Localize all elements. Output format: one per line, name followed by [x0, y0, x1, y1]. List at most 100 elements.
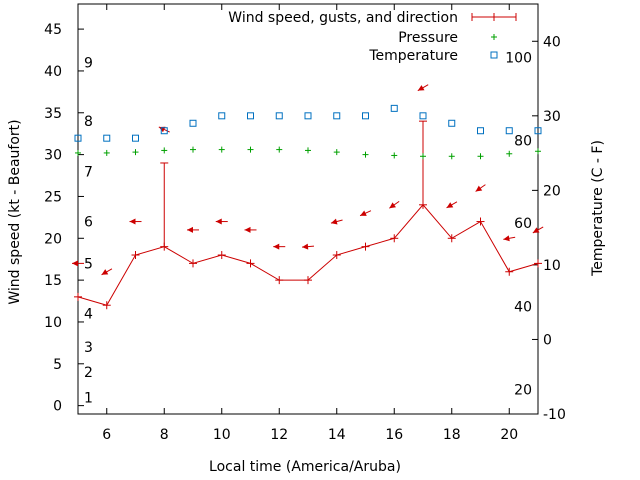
wind-speed-point: [275, 276, 284, 285]
beaufort-label: 1: [84, 390, 93, 406]
fahrenheit-label: 60: [514, 216, 532, 232]
wind-direction-head: [417, 85, 425, 91]
x-tick-label: 14: [328, 427, 346, 443]
y-right-tick-label: 30: [543, 109, 561, 125]
wind-speed-point: [217, 251, 226, 260]
wind-speed-point: [447, 234, 456, 243]
wind-direction-arrow: [475, 184, 486, 192]
pressure-point: [190, 146, 196, 153]
y-right-tick-label: -10: [543, 407, 566, 423]
wind-speed-point: [534, 259, 542, 268]
y-right-tick-label: 20: [543, 183, 561, 199]
x-tick-label: 6: [102, 427, 111, 443]
y-left-tick-label: 30: [44, 148, 62, 164]
pressure-point: [218, 146, 225, 153]
wind-direction-head: [302, 243, 309, 250]
wind-direction-head: [503, 235, 510, 242]
y-left-tick-label: 20: [44, 231, 62, 247]
wind-speed-point: [102, 301, 111, 310]
pressure-point: [506, 150, 513, 157]
pressure-point: [477, 153, 484, 160]
pressure-point: [420, 153, 426, 160]
x-tick-label: 20: [500, 427, 518, 443]
y-left-tick-label: 15: [44, 273, 62, 289]
wind-direction-arrow: [101, 268, 113, 276]
legend-label: Wind speed, gusts, and direction: [228, 10, 458, 26]
pressure-point: [103, 149, 110, 156]
fahrenheit-label: 20: [514, 382, 532, 398]
plot-frame: [77, 3, 539, 415]
pressure-point: [132, 149, 139, 156]
temperature-point: [333, 112, 341, 120]
temperature-point: [505, 127, 513, 135]
wind-direction-arrow: [532, 226, 544, 234]
wind-direction-arrow: [503, 235, 516, 242]
beaufort-label: 9: [84, 56, 93, 72]
fahrenheit-label: 40: [514, 300, 532, 316]
wind-direction-head: [532, 227, 540, 233]
wind-speed-point: [361, 242, 370, 251]
wind-direction-head: [389, 202, 396, 209]
temperature-point: [132, 134, 139, 142]
y-left-tick-label: 25: [44, 189, 62, 205]
temperature-point: [103, 134, 111, 142]
legend: Wind speed, gusts, and direction Pressure…: [228, 10, 517, 64]
temperature-point: [189, 119, 197, 127]
beaufort-label: 7: [84, 164, 93, 180]
temperature-point: [390, 104, 398, 112]
series: [72, 84, 544, 310]
pressure-point: [75, 149, 81, 156]
wind-direction-arrow: [446, 201, 458, 209]
temperature-point: [362, 112, 369, 120]
temperature-point: [477, 127, 484, 135]
pressure-point: [161, 147, 168, 154]
axes: 6 8 10 12 14 16 18 20051015202530354045-1001020…: [44, 3, 566, 443]
fahrenheit-label: 80: [514, 133, 532, 149]
wind-direction-head: [475, 185, 483, 192]
wind-speed-point: [390, 234, 399, 243]
y-right-tick-label: 40: [543, 34, 561, 50]
pressure-point: [247, 146, 254, 153]
wind-direction-head: [101, 269, 109, 275]
wind-direction-arrow: [301, 243, 315, 250]
wind-direction-arrow: [417, 84, 429, 92]
wind-direction-arrow: [72, 260, 84, 267]
wind-direction-head: [446, 202, 454, 208]
wind-direction-head: [273, 243, 280, 250]
legend-label: Temperature: [368, 48, 458, 64]
x-tick-label: 18: [443, 427, 461, 443]
y-right-tick-label: 0: [543, 332, 552, 348]
temperature-point: [74, 134, 82, 142]
y-right-tick-label: 10: [543, 258, 561, 274]
wind-direction-head: [187, 226, 193, 233]
x-tick-label: 8: [160, 427, 169, 443]
wind-direction-head: [215, 218, 222, 225]
beaufort-label: 8: [84, 114, 93, 130]
wind-direction-head: [129, 218, 136, 225]
wind-speed-point: [332, 251, 341, 260]
wind-direction-head: [330, 218, 338, 225]
y-left-tick-label: 0: [53, 399, 62, 415]
pressure-point: [535, 148, 541, 155]
y-left-tick-label: 45: [44, 22, 62, 38]
temperature-point: [247, 112, 254, 120]
fahrenheit-label: 100: [505, 51, 532, 67]
pressure-point: [391, 152, 398, 159]
wind-direction-arrow: [187, 226, 199, 233]
temperature-point: [448, 119, 456, 127]
beaufort-label: 6: [84, 215, 93, 231]
wind-speed-point: [131, 251, 140, 260]
wind-direction-arrow: [244, 226, 257, 233]
beaufort-label: 5: [84, 256, 93, 272]
x-tick-label: 10: [213, 427, 231, 443]
axis-labels: Local time (America/Aruba) Wind speed (k…: [7, 119, 606, 475]
pressure-point: [305, 147, 311, 154]
beaufort-label: 2: [84, 365, 93, 381]
wind-speed-point: [74, 292, 82, 301]
wind-direction-head: [244, 226, 251, 233]
wind-speed-point: [189, 259, 197, 268]
beaufort-label: 4: [84, 307, 93, 323]
pressure-point: [362, 151, 369, 158]
